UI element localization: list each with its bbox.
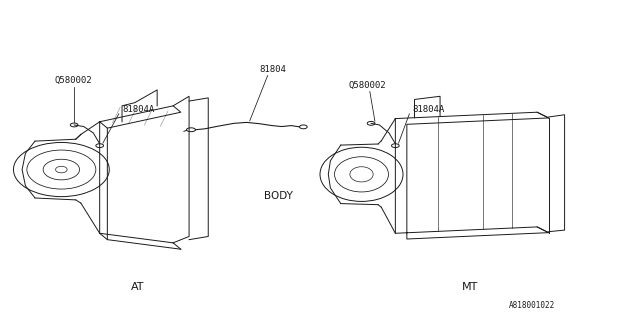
Text: BODY: BODY xyxy=(264,191,293,201)
Text: A818001022: A818001022 xyxy=(508,301,555,310)
Text: Q580002: Q580002 xyxy=(349,81,387,90)
Text: Q580002: Q580002 xyxy=(55,76,93,85)
Text: AT: AT xyxy=(131,282,145,292)
Text: 81804A: 81804A xyxy=(122,105,154,114)
Text: 81804: 81804 xyxy=(259,65,286,74)
Text: 81804A: 81804A xyxy=(413,105,445,114)
Text: MT: MT xyxy=(462,282,478,292)
